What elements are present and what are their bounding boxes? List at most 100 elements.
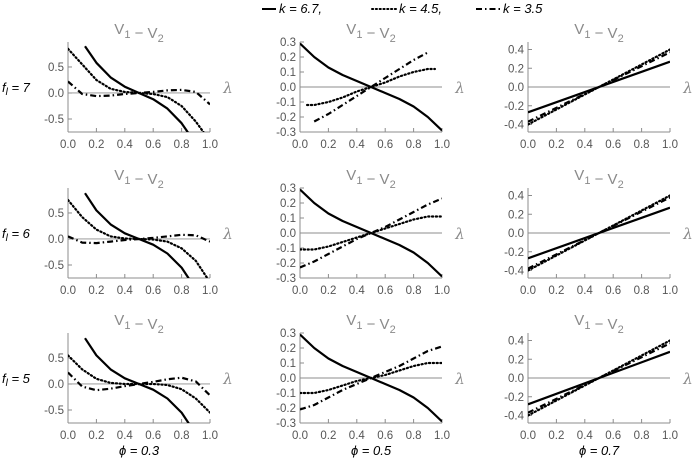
x-tick-label: 0.8 [406,285,422,297]
y-tick-label: -0.3 [276,273,296,285]
legend-label: k = 6.7, [279,1,322,16]
series-line-dotted [528,339,670,417]
x-tick-label: 0.8 [406,430,422,442]
series-line-dotted [528,48,670,126]
row-labels: fl = 7 fl = 6 fl = 5 [2,80,31,389]
x-tick-label: 0.6 [605,285,621,297]
series-line-dashdot [528,342,670,414]
row-label: fl = 7 [2,80,31,98]
x-tick-label: 1.0 [202,430,218,442]
series-line-dashdot [300,197,442,269]
panel-title: V1 − V2 [114,21,163,45]
x-tick-label: 0.6 [377,139,393,151]
y-tick-label: -0.5 [44,405,64,417]
y-tick-label: 0.0 [508,82,524,94]
y-tick-label: 0.4 [508,191,525,203]
x-axis-label: λ [454,79,465,97]
y-tick-label: 0.0 [48,88,64,100]
x-axis-label: λ [222,79,233,97]
column-label: ϕ = 0.7 [579,443,620,458]
y-tick-label: -0.1 [276,97,296,109]
x-tick-label: 0.8 [174,285,190,297]
x-tick-label: 0.4 [349,139,366,151]
series-line-dashdot [300,345,442,411]
x-tick-label: 0.4 [117,285,134,297]
x-axis-label: λ [682,225,693,243]
panel-r0-c1: 0.30.20.10.0-0.1-0.2-0.30.0 0.2 0.4 0.6 0.8 1… [276,21,465,151]
x-axis-label: λ [682,370,693,388]
series-line-dashdot [68,80,210,106]
y-tick-label: -0.4 [504,411,524,423]
x-tick-label: 0.6 [605,430,621,442]
x-tick-label: 0.8 [634,285,650,297]
x-tick-label: 0.0 [292,430,308,442]
y-tick-label: -0.2 [504,392,524,404]
y-tick-label: 0.4 [508,45,525,57]
y-tick-label: 0.3 [280,183,296,195]
row-label: fl = 5 [2,371,31,389]
panel-title: V1 − V2 [114,312,163,336]
y-tick-label: -0.5 [44,260,64,272]
x-tick-label: 1.0 [434,430,450,442]
x-tick-label: 0.0 [520,285,536,297]
x-tick-label: 0.2 [548,285,564,297]
series-line-dotted [68,47,205,132]
y-tick-label: -0.3 [276,127,296,139]
series-line-dotted [306,67,436,107]
x-tick-label: 0.6 [145,430,161,442]
y-tick-label: -0.5 [44,114,64,126]
x-tick-label: 0.0 [60,139,76,151]
x-tick-label: 0.0 [292,285,308,297]
panel-title: V1 − V2 [346,21,395,45]
panel-r1-c2: 0.4 0.2 0.0 -0.2 -0.4 0.0 0.2 0.4 0.6 0.8 1.0 V1 − … [504,167,693,297]
panel-r0-c2: 0.4 0.2 0.0 -0.2 -0.4 0.0 0.2 0.4 0.6 0.8 1.0 V1 − … [504,21,693,151]
y-tick-label: -0.4 [504,120,524,132]
y-tick-label: 0.5 [48,62,64,74]
panel-r2-c0: 0.5 0.0 -0.5 0.0 0.2 0.4 0.6 0.8 1.0 V1 − V2 λ [44,312,233,442]
x-tick-label: 0.4 [349,285,366,297]
x-tick-label: 0.4 [117,430,134,442]
y-tick-label: 0.5 [48,353,64,365]
x-tick-label: 0.0 [292,139,308,151]
panel-title: V1 − V2 [114,167,163,191]
x-tick-label: 1.0 [202,285,218,297]
panel-r2-c1: 0.30.20.10.0-0.1-0.2-0.30.0 0.2 0.4 0.6 0.8 1… [276,312,465,442]
y-tick-label: 0.1 [280,67,296,79]
x-tick-label: 1.0 [662,430,678,442]
series-line-dashdot [68,371,210,397]
series-line-dashdot [313,51,429,123]
x-tick-label: 0.4 [577,430,594,442]
y-tick-label: 0.0 [280,228,296,240]
x-tick-label: 0.8 [634,430,650,442]
y-tick-label: 0.1 [280,358,296,370]
x-tick-label: 0.8 [174,139,190,151]
y-tick-label: -0.2 [276,112,296,124]
y-tick-label: 0.5 [48,208,64,220]
x-axis-label: λ [222,370,233,388]
x-tick-label: 1.0 [202,139,218,151]
row-label: fl = 6 [2,226,31,244]
y-tick-label: 0.0 [508,373,524,385]
y-tick-label: 0.3 [280,37,296,49]
y-tick-label: 0.0 [48,379,64,391]
y-tick-label: 0.4 [508,336,525,348]
x-tick-label: 0.6 [145,139,161,151]
x-tick-label: 0.8 [174,430,190,442]
panel-r1-c1: 0.30.20.10.0-0.1-0.2-0.30.0 0.2 0.4 0.6 0.8 1… [276,167,465,297]
series-line-dashdot [68,233,210,245]
x-tick-label: 0.8 [634,139,650,151]
column-label: ϕ = 0.5 [351,443,392,458]
x-axis-label: λ [682,79,693,97]
x-tick-label: 0.0 [60,285,76,297]
x-tick-label: 0.2 [320,139,336,151]
panel-title: V1 − V2 [574,167,623,191]
column-label: ϕ = 0.3 [119,443,160,458]
x-tick-label: 1.0 [662,285,678,297]
y-tick-label: 0.1 [280,213,296,225]
panel-r1-c0: 0.5 0.0 -0.5 0.0 0.2 0.4 0.6 0.8 1.0 V1 − V2 λ [44,167,233,297]
x-tick-label: 0.4 [349,430,366,442]
x-tick-label: 0.2 [548,139,564,151]
x-tick-label: 0.0 [520,430,536,442]
x-tick-label: 0.2 [88,139,104,151]
